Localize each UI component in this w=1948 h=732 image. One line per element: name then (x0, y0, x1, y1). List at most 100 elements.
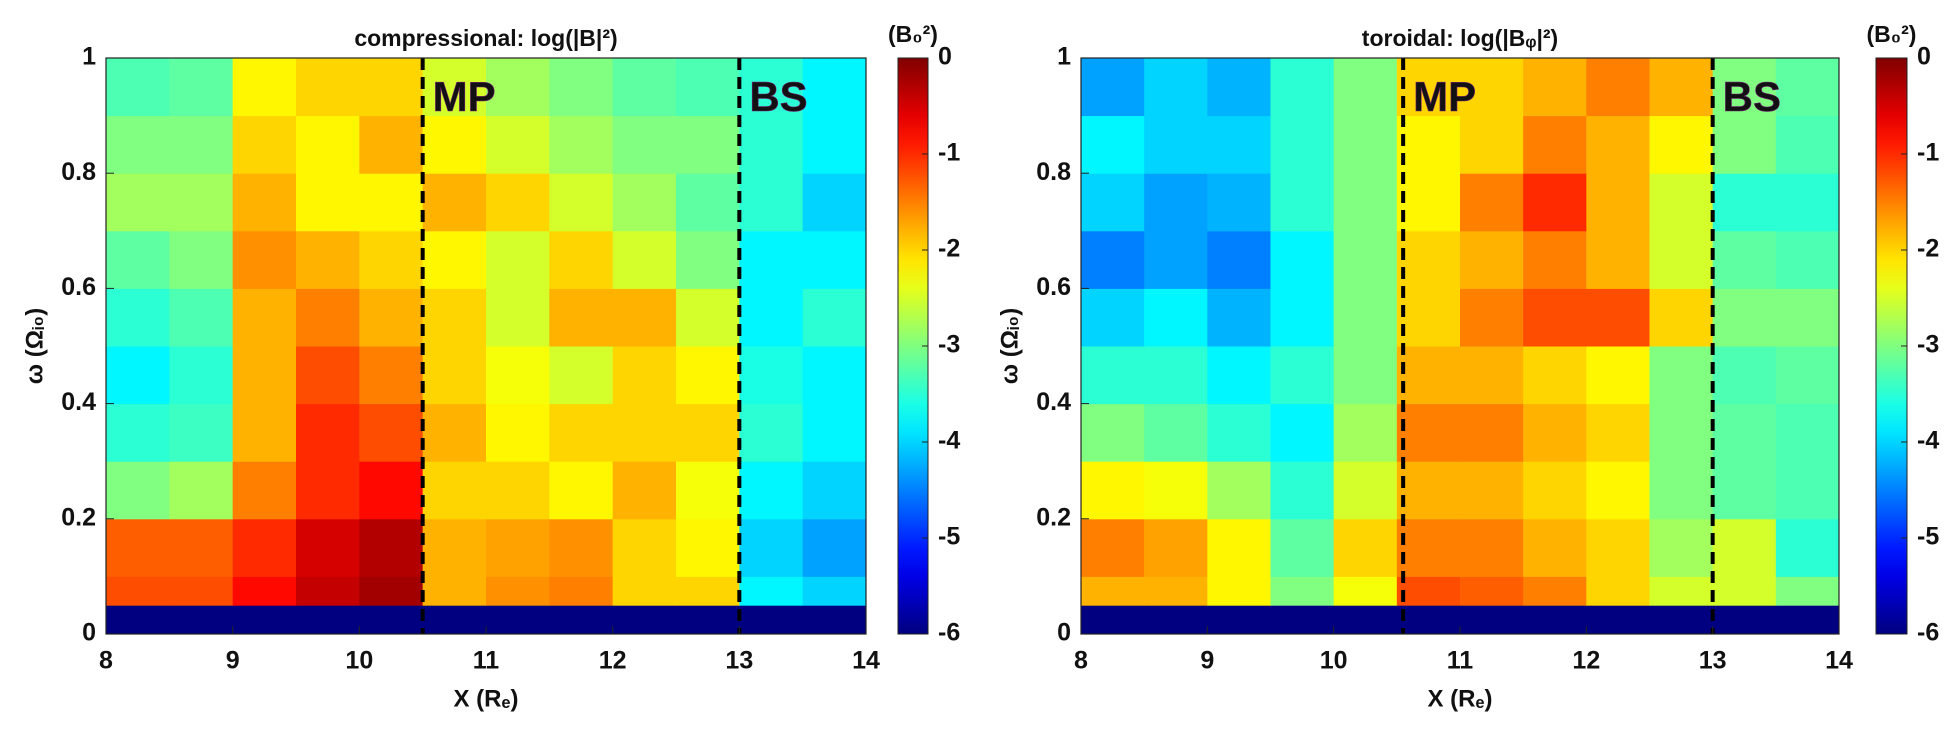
heatmap-cell (1333, 115, 1398, 174)
heatmap-cell (1712, 288, 1777, 347)
heatmap-cell (359, 173, 424, 232)
heatmap-cell (1775, 605, 1840, 635)
heatmap-cell (1460, 605, 1524, 635)
heatmap-cell (296, 461, 360, 520)
heatmap-cell (612, 605, 677, 635)
heatmap-cell (1775, 173, 1840, 232)
heatmap-cell (1649, 346, 1714, 405)
heatmap-cell (1144, 576, 1208, 606)
y-tick-label: 0.4 (1036, 388, 1071, 416)
heatmap-cell (676, 173, 740, 232)
x-tick-label: 14 (852, 647, 880, 675)
heatmap-cell (1207, 58, 1271, 117)
heatmap-cell (1586, 230, 1650, 289)
heatmap-cell (549, 288, 614, 347)
y-tick-label: 0.6 (1036, 273, 1071, 301)
y-tick-label: 0.4 (61, 388, 96, 416)
boundary-label: MP (1413, 73, 1476, 120)
heatmap-cell (422, 288, 487, 347)
heatmap-cell (1460, 576, 1524, 606)
heatmap-cell (1523, 58, 1587, 117)
heatmap-cell (422, 605, 487, 635)
heatmap-cell (1649, 403, 1714, 462)
heatmap-cell (359, 58, 424, 117)
heatmap-cell (1270, 58, 1335, 117)
heatmap-cell (1333, 288, 1398, 347)
heatmap-cell (232, 576, 297, 606)
heatmap-cell (676, 518, 740, 577)
colorbar-tick-label: -1 (1917, 139, 1939, 167)
heatmap-cell (169, 403, 234, 462)
heatmap-cell (1649, 288, 1714, 347)
colorbar-tick-label: 0 (938, 43, 952, 71)
heatmap-cell (1270, 605, 1335, 635)
heatmap-cell (676, 576, 740, 606)
heatmap-cell (1586, 461, 1650, 520)
heatmap-cell (1270, 403, 1335, 462)
heatmap-cell (676, 230, 740, 289)
heatmap-cell (169, 115, 234, 174)
heatmap-cell (296, 403, 360, 462)
heatmap-cell (1712, 173, 1777, 232)
heatmap-cell (739, 230, 804, 289)
heatmap-cell (106, 461, 170, 520)
heatmap-cell (232, 346, 297, 405)
heatmap-cell (1586, 403, 1650, 462)
heatmap-cell (1396, 605, 1461, 635)
heatmap-cell (802, 346, 867, 405)
y-tick-label: 0 (1057, 619, 1071, 647)
heatmap-cell (1396, 576, 1461, 606)
heatmap-cell (739, 576, 804, 606)
y-tick-label: 0 (82, 619, 96, 647)
heatmap-cell (1460, 230, 1524, 289)
heatmap-cell (359, 115, 424, 174)
heatmap-cell (106, 58, 170, 117)
heatmap-cell (1270, 518, 1335, 577)
heatmap-cell (1333, 230, 1398, 289)
y-tick-label: 0.6 (61, 273, 96, 301)
heatmap-cell (1270, 461, 1335, 520)
chart-title: compressional: log(|B|²) (354, 25, 617, 51)
heatmap-cell (1775, 346, 1840, 405)
boundary-label: BS (749, 73, 807, 120)
heatmap-cell (802, 230, 867, 289)
boundary-label: MP (433, 73, 496, 120)
heatmap-cell (1523, 115, 1587, 174)
colorbar-tick-label: -6 (938, 619, 960, 647)
heatmap-cell (1207, 115, 1271, 174)
heatmap-cell (1712, 576, 1777, 606)
heatmap-cell (296, 518, 360, 577)
y-tick-label: 1 (82, 43, 96, 71)
heatmap-cell (612, 346, 677, 405)
heatmap-cell (486, 173, 550, 232)
heatmap-cell (169, 461, 234, 520)
heatmap-cell (1081, 461, 1145, 520)
heatmap-cell (169, 288, 234, 347)
heatmap-cell (1081, 173, 1145, 232)
heatmap-cell (422, 461, 487, 520)
heatmap-cell (1081, 403, 1145, 462)
heatmap-cell (1207, 461, 1271, 520)
heatmap-cell (739, 346, 804, 405)
heatmap-cell (232, 461, 297, 520)
heatmap-cell (1649, 605, 1714, 635)
x-tick-label: 13 (725, 647, 753, 675)
heatmap-cell (106, 230, 170, 289)
heatmap-cell (1460, 403, 1524, 462)
heatmap-cell (1144, 518, 1208, 577)
x-tick-label: 13 (1699, 647, 1727, 675)
heatmap-cell (1649, 173, 1714, 232)
heatmap-cell (676, 58, 740, 117)
heatmap-cell (1081, 115, 1145, 174)
heatmap-cell (739, 115, 804, 174)
heatmap-cell (1396, 288, 1461, 347)
heatmap-cell (1712, 518, 1777, 577)
heatmap-cell (676, 605, 740, 635)
heatmap-cell (1649, 115, 1714, 174)
heatmap-cell (1712, 605, 1777, 635)
heatmap-cell (1081, 230, 1145, 289)
heatmap-cell (1144, 230, 1208, 289)
heatmap-cell (1207, 173, 1271, 232)
heatmap-cell (359, 288, 424, 347)
y-tick-label: 0.8 (61, 158, 96, 186)
